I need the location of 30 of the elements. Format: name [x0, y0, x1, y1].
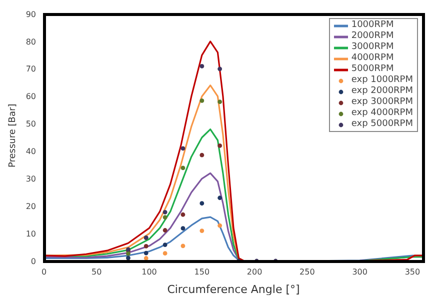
y-tick-label: 30 [26, 174, 36, 184]
y-tick-label: 50 [26, 120, 36, 129]
y-tick-label: 0 [30, 256, 36, 266]
y-tick-label: 40 [26, 147, 36, 156]
y-tick-label: 60 [26, 92, 36, 102]
legend-label: exp 1000RPM [351, 75, 413, 86]
x-tick-label: 300 [352, 268, 368, 277]
x-tick-label: 200 [246, 268, 262, 277]
x-tick-label: 100 [142, 268, 157, 277]
legend-label: exp 3000RPM [351, 97, 413, 108]
x-tick-label: 50 [92, 268, 102, 277]
x-tick-label: 350 [404, 268, 420, 277]
y-tick-label: 70 [26, 64, 36, 74]
y-axis-title: Pressure [Bar] [8, 104, 18, 168]
y-tick-label: 10 [26, 229, 36, 238]
legend-label: 3000RPM [351, 42, 394, 53]
y-tick-label: 20 [26, 202, 36, 211]
legend-label: 1000RPM [351, 20, 394, 31]
x-axis-title: Circumference Angle [°] [167, 283, 300, 296]
legend-label: 5000RPM [351, 64, 394, 75]
legend-label: 2000RPM [351, 31, 394, 42]
legend-label: exp 4000RPM [351, 108, 413, 119]
y-tick-label: 80 [26, 37, 36, 46]
y-tick-label: 90 [26, 10, 36, 19]
legend-label: exp 2000RPM [351, 86, 413, 97]
legend-label: exp 5000RPM [351, 119, 413, 130]
legend-label: 4000RPM [351, 53, 394, 64]
x-tick-label: 0 [41, 268, 47, 277]
x-tick-label: 250 [300, 268, 315, 277]
x-tick-label: 150 [194, 268, 210, 277]
